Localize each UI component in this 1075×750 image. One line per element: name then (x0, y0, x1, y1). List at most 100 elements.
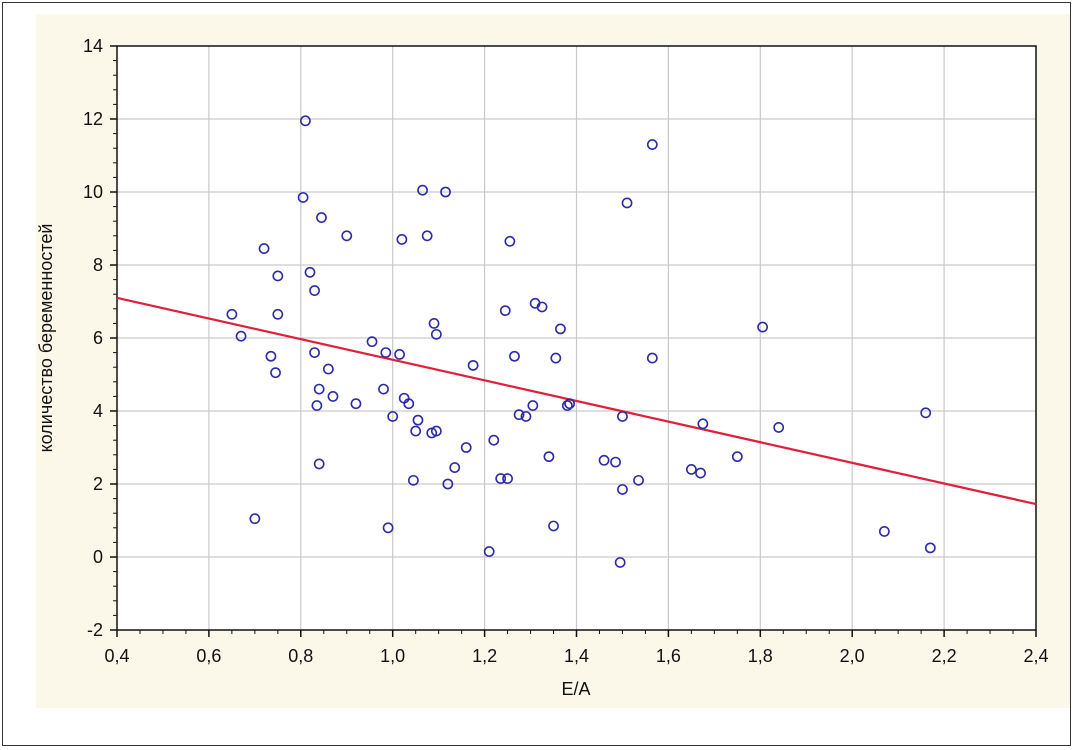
y-tick-label: 8 (93, 255, 103, 275)
data-point (309, 285, 320, 296)
data-point (513, 409, 525, 421)
data-point (387, 411, 399, 422)
y-tick-label: 6 (93, 328, 103, 348)
y-tick-label: 2 (93, 474, 103, 494)
data-point (403, 398, 415, 410)
data-point (249, 513, 261, 525)
x-tick-label: 0,6 (196, 646, 221, 666)
data-point (621, 197, 633, 209)
y-axis-title: количество беременностей (36, 224, 56, 453)
data-point (564, 398, 576, 410)
data-point (272, 270, 284, 282)
data-point (407, 474, 419, 486)
x-tick-label: 2,0 (840, 646, 865, 666)
data-point (920, 407, 932, 419)
data-point (265, 350, 277, 362)
y-tick-label: 12 (83, 109, 103, 129)
data-point (598, 454, 610, 466)
data-point (520, 411, 532, 422)
x-axis-title: E/A (561, 679, 590, 699)
data-point (430, 328, 442, 340)
data-point (327, 390, 339, 402)
data-point (617, 484, 628, 495)
data-points (226, 115, 936, 568)
data-point (313, 458, 325, 470)
data-point (924, 542, 936, 554)
data-point (467, 359, 479, 371)
y-tick-label: 4 (93, 401, 103, 421)
data-point (548, 520, 559, 532)
plot-border (116, 45, 1037, 631)
data-point (483, 546, 495, 557)
data-point (313, 383, 325, 395)
data-point (442, 478, 454, 490)
regression-line (116, 296, 1037, 506)
data-point (380, 347, 392, 358)
x-tick-label: 1,8 (748, 646, 773, 666)
x-tick-label: 1,2 (472, 646, 497, 666)
data-point (382, 522, 394, 534)
data-point (646, 352, 658, 364)
data-point (350, 398, 362, 410)
data-point (309, 347, 320, 358)
data-point (773, 422, 785, 433)
data-point (536, 301, 548, 313)
x-tick-label: 2,4 (1023, 646, 1048, 666)
y-tick-label: 10 (83, 182, 103, 202)
data-point (235, 330, 247, 342)
data-point (316, 212, 327, 223)
data-point (488, 434, 500, 446)
data-point (757, 321, 768, 333)
y-tick-label: 14 (83, 36, 103, 56)
x-tick-label: 1,0 (380, 646, 405, 666)
data-point (394, 349, 405, 360)
data-point (633, 474, 644, 486)
data-point (299, 115, 311, 127)
data-point (417, 184, 428, 196)
data-point (322, 363, 334, 375)
data-point (550, 352, 562, 364)
data-point (421, 230, 433, 242)
x-tick-label: 0,4 (104, 646, 129, 666)
data-point (430, 425, 442, 437)
data-point (440, 186, 451, 198)
data-point (270, 367, 281, 379)
x-tick-label: 2,2 (932, 646, 957, 666)
data-point (258, 243, 270, 254)
y-tick-label: -2 (87, 620, 103, 640)
y-tick-labels: -2 0 2 4 6 8 10 12 14 (83, 36, 103, 640)
data-point (449, 462, 461, 473)
data-point (697, 418, 709, 430)
y-tick-label: 0 (93, 547, 103, 567)
data-point (272, 308, 284, 320)
x-tick-label: 1,6 (656, 646, 681, 666)
data-point (226, 308, 238, 320)
x-tick-label: 0,8 (288, 646, 313, 666)
data-point (646, 139, 658, 150)
data-point (543, 451, 555, 463)
data-point (502, 473, 513, 484)
data-point (341, 230, 353, 242)
data-point (311, 400, 323, 411)
data-point (396, 234, 408, 245)
data-point (617, 411, 628, 422)
trend-line (116, 296, 1037, 506)
data-point (610, 456, 621, 468)
x-tick-label: 1,4 (564, 646, 589, 666)
data-point (366, 336, 378, 348)
data-point (499, 305, 511, 317)
grid-lines (117, 46, 1036, 630)
data-point (378, 383, 389, 395)
data-point (495, 473, 507, 484)
data-point (878, 526, 890, 537)
data-point (428, 317, 440, 329)
data-point (527, 400, 539, 411)
data-point (731, 451, 743, 463)
data-point (509, 350, 520, 362)
data-point (504, 235, 516, 247)
data-point (460, 442, 472, 453)
data-point (695, 467, 706, 479)
data-point (614, 557, 626, 568)
